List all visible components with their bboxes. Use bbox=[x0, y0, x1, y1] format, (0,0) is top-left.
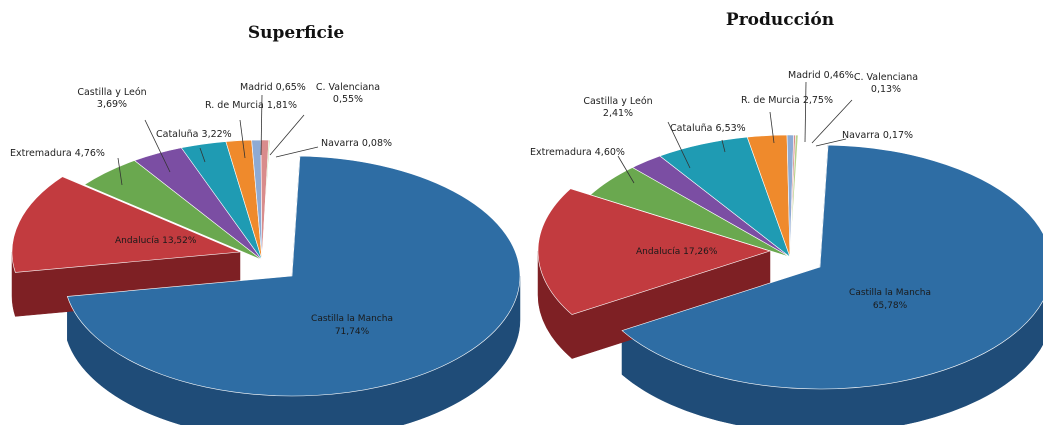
pie-slice-navarra bbox=[789, 134, 799, 258]
slice-label-extremadura: Extremadura 4,60% bbox=[530, 147, 625, 158]
leader-line-castilla-y-leon bbox=[667, 121, 691, 169]
slice-label-castilla-la-mancha-name: Castilla la Mancha bbox=[311, 314, 393, 324]
pie-labels: Castilla la Mancha 71,74% Andalucía 13,52%… bbox=[10, 82, 393, 337]
leader-line-c-valenciana bbox=[811, 99, 853, 144]
pie-tops bbox=[537, 134, 1043, 390]
slice-label-castilla-y-leon-value: 3,69% bbox=[97, 99, 127, 110]
pie-slice-andalucia bbox=[537, 188, 771, 315]
slice-label-c-valenciana-value: 0,13% bbox=[871, 84, 901, 95]
slice-label-castilla-y-leon-name: Castilla y León bbox=[583, 96, 652, 107]
pie-chart-produccion: Producción Castilla la Mancha 65,78% Andal… bbox=[530, 10, 1043, 425]
leader-line-extremadura bbox=[117, 157, 123, 186]
pie-labels: Castilla la Mancha 65,78% Andalucía 17,26%… bbox=[530, 70, 931, 311]
chart-title: Producción bbox=[726, 10, 834, 30]
slice-label-c-valenciana-name: C. Valenciana bbox=[854, 72, 918, 83]
leader-line-madrid bbox=[260, 94, 263, 156]
leader-line-r-de-murcia bbox=[239, 119, 246, 159]
leader-line-castilla-y-leon bbox=[144, 119, 171, 173]
pie-slice-andalucia bbox=[11, 176, 241, 273]
leader-line-extremadura bbox=[617, 155, 635, 184]
slice-label-r-de-murcia: R. de Murcia 1,81% bbox=[205, 100, 297, 111]
slice-label-castilla-la-mancha-value: 65,78% bbox=[873, 301, 908, 311]
pie-slice-castilla-la-mancha bbox=[66, 155, 521, 397]
pie-slice-castilla-la-mancha bbox=[621, 144, 1043, 390]
pie-tops bbox=[11, 139, 521, 397]
slice-label-extremadura: Extremadura 4,76% bbox=[10, 148, 105, 159]
slice-label-c-valenciana-value: 0,55% bbox=[333, 94, 363, 105]
pie-slice-navarra bbox=[261, 139, 271, 261]
leader-line-madrid bbox=[804, 81, 807, 143]
slice-label-andalucia: Andalucía 17,26% bbox=[636, 247, 718, 257]
slice-label-castilla-la-mancha-value: 71,74% bbox=[335, 327, 370, 337]
slice-label-andalucia: Andalucía 13,52% bbox=[115, 236, 197, 246]
leader-line-c-valenciana bbox=[269, 114, 305, 156]
slice-label-castilla-y-leon-name: Castilla y León bbox=[77, 87, 146, 98]
slice-label-navarra: Navarra 0,08% bbox=[321, 138, 392, 149]
slice-label-r-de-murcia: R. de Murcia 2,75% bbox=[741, 95, 833, 106]
slice-label-castilla-la-mancha-name: Castilla la Mancha bbox=[849, 288, 931, 298]
slice-label-cataluna: Cataluña 3,22% bbox=[156, 129, 232, 140]
slice-label-navarra: Navarra 0,17% bbox=[842, 130, 913, 141]
leader-line-navarra bbox=[275, 146, 319, 158]
slice-label-c-valenciana-name: C. Valenciana bbox=[316, 82, 380, 93]
leader-line-cataluna bbox=[721, 139, 726, 153]
slice-label-castilla-y-leon-value: 2,41% bbox=[603, 108, 633, 119]
leader-line-r-de-murcia bbox=[769, 111, 775, 144]
slice-label-madrid: Madrid 0,46% bbox=[788, 70, 854, 81]
leader-line-cataluna bbox=[199, 147, 206, 163]
slice-label-madrid: Madrid 0,65% bbox=[240, 82, 306, 93]
slice-label-cataluna: Cataluña 6,53% bbox=[670, 123, 746, 134]
pie-chart-superficie: Superficie Castilla la Mancha 71,74% Andal… bbox=[10, 23, 521, 425]
leader-line-navarra bbox=[815, 138, 847, 147]
chart-title: Superficie bbox=[248, 23, 344, 43]
